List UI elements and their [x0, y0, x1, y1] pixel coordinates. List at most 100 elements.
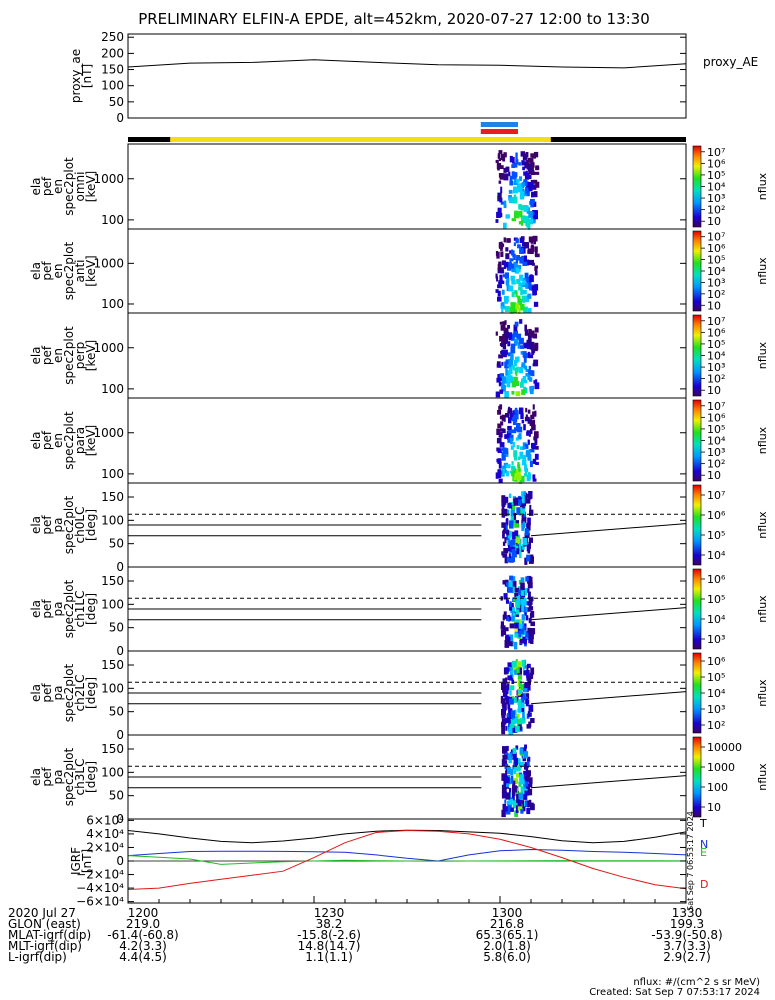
- heatmap-cell: [521, 800, 524, 808]
- heatmap-cell: [525, 498, 531, 504]
- y-axis-label-line: spec2plot: [62, 241, 76, 300]
- heatmap-cell: [528, 704, 534, 712]
- heatmap-cell: [508, 708, 512, 715]
- heatmap-cell: [508, 332, 513, 339]
- heatmap-cell: [510, 556, 515, 563]
- heatmap-cell: [503, 527, 508, 534]
- heatmap-cell: [512, 747, 517, 754]
- heatmap-cell: [510, 250, 515, 256]
- heatmap-cell: [497, 296, 502, 302]
- panel-frame: [127, 143, 687, 230]
- heatmap-cell: [518, 580, 522, 585]
- heatmap-cell: [530, 238, 534, 244]
- heatmap-cell: [504, 640, 510, 648]
- heatmap-cell: [516, 445, 520, 449]
- heatmap-cell: [528, 617, 532, 624]
- footer-time-tick: 1330: [671, 906, 703, 920]
- loss-cone-lines: [128, 765, 687, 789]
- heatmap-cell: [519, 176, 522, 181]
- heatmap-cell: [506, 556, 510, 563]
- heatmap-cell: [503, 508, 508, 517]
- heatmap-cell: [503, 548, 509, 554]
- heatmap-cell: [515, 410, 519, 414]
- heatmap-cell: [523, 516, 527, 524]
- heatmap-cell: [508, 189, 513, 194]
- heatmap-cell: [520, 502, 524, 508]
- heatmap-cell: [501, 721, 506, 727]
- heatmap-cell: [519, 638, 523, 644]
- heatmap-cell: [500, 270, 505, 274]
- heatmap-cell: [513, 498, 519, 506]
- heatmap-cell: [521, 614, 525, 621]
- colorbar-tick-label: 10⁷: [707, 146, 725, 159]
- nflux-units-note: nflux: #/(cm^2 s sr MeV): [633, 977, 760, 988]
- heatmap-cell: [514, 427, 518, 431]
- heatmap-cell: [501, 380, 505, 387]
- heatmap-cell: [507, 587, 513, 593]
- heatmap-cell: [503, 200, 507, 206]
- colorbar-label: nflux: [756, 172, 769, 200]
- heatmap-cell: [516, 333, 522, 341]
- heatmap-cell: [514, 321, 519, 327]
- heatmap-cell: [513, 512, 517, 520]
- heatmap-cell: [518, 546, 524, 552]
- heatmap-cell: [509, 180, 513, 186]
- heatmap-cell: [526, 670, 530, 678]
- heatmap-cell: [502, 468, 505, 475]
- heatmap-cell: [521, 182, 525, 187]
- colorbar-tick-label: 10⁵: [707, 423, 725, 436]
- heatmap-cell: [507, 425, 512, 431]
- heatmap-cell: [498, 158, 501, 162]
- loss-cone-lines: [128, 513, 687, 537]
- heatmap-cell: [528, 683, 531, 691]
- heatmap-cell: [501, 376, 507, 380]
- heatmap-cell: [507, 675, 512, 680]
- heatmap-cell: [517, 342, 521, 349]
- heatmap-cell: [526, 163, 531, 170]
- heatmap-cell: [527, 588, 530, 593]
- heatmap-cell: [506, 470, 509, 477]
- heatmap-cell: [508, 634, 514, 643]
- colorbar-label: nflux: [756, 679, 769, 707]
- heatmap-cell: [511, 176, 515, 180]
- heatmap-cell: [520, 786, 524, 794]
- heatmap-cell: [515, 714, 520, 718]
- colorbar-tick-label: 10²: [707, 204, 725, 217]
- heatmap-cell: [497, 410, 502, 415]
- heatmap-cell: [507, 753, 512, 760]
- heatmap-cell: [530, 667, 535, 675]
- heatmap-cell: [509, 531, 514, 537]
- heatmap-cell: [504, 718, 509, 723]
- heatmap-cell: [501, 154, 506, 159]
- heatmap-cell: [520, 475, 525, 483]
- heatmap-cell: [501, 384, 506, 392]
- heatmap-cell: [523, 242, 529, 247]
- heatmap-cell: [535, 181, 540, 188]
- heatmap-cell: [520, 684, 524, 691]
- heatmap-cell: [503, 417, 506, 422]
- y-tick-label: 150: [101, 574, 124, 588]
- heatmap-cell: [518, 589, 523, 595]
- colorbar-label: nflux: [756, 341, 769, 369]
- heatmap-cell: [514, 359, 517, 367]
- heatmap-cell: [517, 298, 523, 306]
- heatmap-cell: [519, 748, 524, 755]
- heatmap-cell: [511, 615, 515, 622]
- heatmap-cell: [522, 757, 527, 762]
- heatmap-cell: [533, 215, 538, 220]
- heatmap-cell: [507, 802, 512, 809]
- heatmap-cell: [535, 382, 538, 389]
- heatmap-cell: [501, 508, 505, 514]
- y-axis-label-line: pef: [40, 599, 54, 619]
- footer-value: 199.3: [669, 917, 705, 931]
- heatmap-cell: [515, 159, 518, 163]
- y-tick-label: 100: [101, 597, 124, 611]
- footer-value: 5.8(6.0): [483, 950, 531, 964]
- heatmap-cell: [523, 491, 526, 496]
- heatmap-cell: [529, 631, 534, 640]
- heatmap-cell: [513, 697, 517, 703]
- footer-time-tick: 1230: [313, 906, 345, 920]
- heatmap-cell: [500, 695, 504, 704]
- heatmap-cell: [519, 256, 524, 264]
- heatmap-cell: [531, 443, 534, 448]
